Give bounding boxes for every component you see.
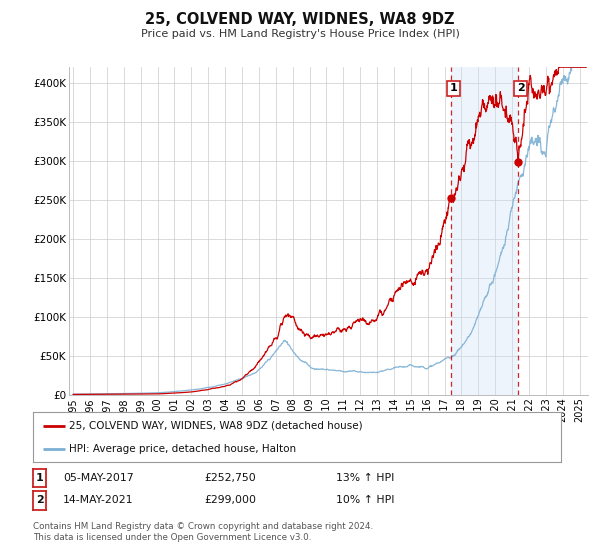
Text: Price paid vs. HM Land Registry's House Price Index (HPI): Price paid vs. HM Land Registry's House …: [140, 29, 460, 39]
Bar: [451, 67, 518, 395]
Text: Contains HM Land Registry data © Crown copyright and database right 2024.: Contains HM Land Registry data © Crown c…: [33, 522, 373, 531]
Text: £299,000: £299,000: [204, 495, 256, 505]
Text: 25, COLVEND WAY, WIDNES, WA8 9DZ (detached house): 25, COLVEND WAY, WIDNES, WA8 9DZ (detach…: [69, 421, 362, 431]
Text: HPI: Average price, detached house, Halton: HPI: Average price, detached house, Halt…: [69, 444, 296, 454]
Text: 14-MAY-2021: 14-MAY-2021: [63, 495, 133, 505]
Text: 13% ↑ HPI: 13% ↑ HPI: [336, 473, 394, 483]
Text: 2: 2: [517, 83, 525, 94]
Text: 1: 1: [449, 83, 457, 94]
Text: £252,750: £252,750: [204, 473, 256, 483]
Text: 25, COLVEND WAY, WIDNES, WA8 9DZ: 25, COLVEND WAY, WIDNES, WA8 9DZ: [145, 12, 455, 27]
Text: 1: 1: [36, 473, 43, 483]
Text: 10% ↑ HPI: 10% ↑ HPI: [336, 495, 395, 505]
Text: 2: 2: [36, 496, 43, 505]
Text: This data is licensed under the Open Government Licence v3.0.: This data is licensed under the Open Gov…: [33, 533, 311, 542]
Text: 05-MAY-2017: 05-MAY-2017: [63, 473, 134, 483]
